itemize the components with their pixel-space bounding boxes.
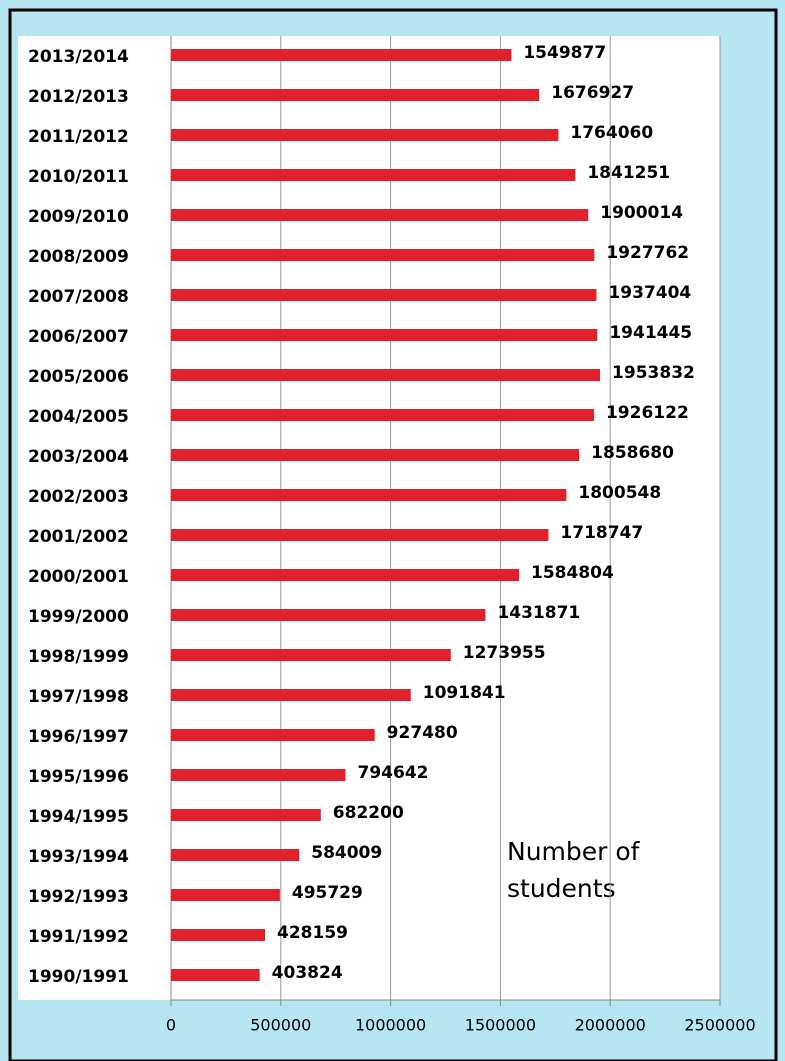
value-label: 1927762	[606, 243, 689, 263]
y-tick-label: 1991/1992	[28, 927, 129, 947]
value-label: 1273955	[463, 643, 546, 663]
bar	[171, 489, 567, 501]
x-tick-label: 0	[166, 1016, 176, 1035]
value-label: 584009	[311, 843, 382, 863]
bar	[171, 249, 595, 261]
value-label: 403824	[272, 963, 343, 983]
bar	[171, 769, 346, 781]
bar	[171, 809, 321, 821]
bar	[171, 929, 266, 941]
y-tick-label: 2000/2001	[28, 567, 129, 587]
bar	[171, 729, 375, 741]
value-label: 1431871	[497, 603, 580, 623]
y-tick-label: 2008/2009	[28, 247, 129, 267]
annotation: Number of	[507, 837, 641, 866]
bar	[171, 609, 486, 621]
bar	[171, 89, 540, 101]
x-tick-label: 2500000	[684, 1016, 755, 1035]
y-tick-label: 1990/1991	[28, 967, 129, 987]
value-label: 1858680	[591, 443, 674, 463]
value-label: 1584804	[531, 563, 614, 583]
y-tick-label: 2007/2008	[28, 287, 129, 307]
bar	[171, 689, 411, 701]
y-tick-label: 1993/1994	[28, 847, 129, 867]
value-label: 1549877	[523, 43, 606, 63]
bar	[171, 649, 451, 661]
bar	[171, 969, 260, 981]
value-label: 1953832	[612, 363, 695, 383]
bar	[171, 129, 559, 141]
x-tick-label: 2000000	[575, 1016, 646, 1035]
y-tick-label: 2011/2012	[28, 127, 129, 147]
value-label: 682200	[333, 803, 404, 823]
bar	[171, 409, 594, 421]
value-label: 1937404	[608, 283, 691, 303]
bar	[171, 209, 589, 221]
value-label: 1091841	[423, 683, 506, 703]
value-label: 495729	[292, 883, 363, 903]
y-tick-label: 2001/2002	[28, 527, 129, 547]
value-label: 428159	[277, 923, 348, 943]
value-label: 1676927	[551, 83, 634, 103]
y-tick-label: 2004/2005	[28, 407, 129, 427]
y-tick-label: 1992/1993	[28, 887, 129, 907]
y-tick-label: 2003/2004	[28, 447, 129, 467]
y-tick-label: 2009/2010	[28, 207, 129, 227]
x-tick-label: 1500000	[465, 1016, 536, 1035]
plot-area	[18, 36, 720, 1000]
y-tick-label: 1996/1997	[28, 727, 129, 747]
y-tick-label: 2012/2013	[28, 87, 129, 107]
value-label: 1941445	[609, 323, 692, 343]
y-tick-label: 2006/2007	[28, 327, 129, 347]
bar	[171, 529, 549, 541]
bar	[171, 449, 580, 461]
annotation: students	[507, 874, 616, 903]
x-tick-label: 500000	[250, 1016, 311, 1035]
y-tick-label: 2002/2003	[28, 487, 129, 507]
bar	[171, 289, 597, 301]
bar	[171, 329, 598, 341]
y-tick-label: 1995/1996	[28, 767, 129, 787]
bar	[171, 169, 576, 181]
bar	[171, 569, 520, 581]
bar	[171, 849, 300, 861]
bar	[171, 369, 601, 381]
y-tick-label: 1994/1995	[28, 807, 129, 827]
y-tick-label: 2010/2011	[28, 167, 129, 187]
y-tick-label: 2013/2014	[28, 47, 129, 67]
bar	[171, 889, 280, 901]
value-label: 1764060	[570, 123, 653, 143]
value-label: 794642	[358, 763, 429, 783]
y-tick-label: 1999/2000	[28, 607, 129, 627]
value-label: 1926122	[606, 403, 689, 423]
value-label: 1900014	[600, 203, 683, 223]
y-tick-label: 2005/2006	[28, 367, 129, 387]
value-label: 1800548	[578, 483, 661, 503]
x-tick-label: 1000000	[355, 1016, 426, 1035]
bar	[171, 49, 512, 61]
value-label: 1718747	[560, 523, 643, 543]
value-label: 927480	[387, 723, 458, 743]
y-tick-label: 1998/1999	[28, 647, 129, 667]
y-tick-label: 1997/1998	[28, 687, 129, 707]
value-label: 1841251	[587, 163, 670, 183]
